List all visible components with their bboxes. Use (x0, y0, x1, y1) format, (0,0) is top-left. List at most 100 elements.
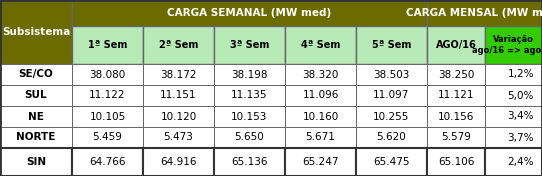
Text: 2ª Sem: 2ª Sem (159, 40, 198, 50)
Text: 5.459: 5.459 (93, 133, 122, 143)
Bar (143, 85, 214, 106)
Bar (0, 106, 72, 127)
Bar (143, 148, 214, 176)
Text: SE/CO: SE/CO (18, 70, 53, 80)
Bar (72, 106, 143, 127)
Text: 38.172: 38.172 (160, 70, 197, 80)
Bar (214, 148, 285, 176)
Text: 65.106: 65.106 (438, 157, 474, 167)
Bar (143, 26, 214, 64)
Bar (427, 85, 485, 106)
Text: 5ª Sem: 5ª Sem (372, 40, 411, 50)
Text: 5.579: 5.579 (441, 133, 471, 143)
Text: 4ª Sem: 4ª Sem (301, 40, 340, 50)
Bar (0, 148, 72, 176)
Text: 38.503: 38.503 (373, 70, 410, 80)
Bar (356, 64, 427, 85)
Bar (214, 85, 285, 106)
Text: 10.156: 10.156 (438, 112, 474, 121)
Bar (72, 64, 143, 85)
Text: 1,2%: 1,2% (507, 70, 534, 80)
Text: 65.475: 65.475 (373, 157, 410, 167)
Bar (0, 85, 72, 106)
Bar (485, 64, 542, 85)
Bar (72, 26, 143, 64)
Bar (143, 64, 214, 85)
Bar (427, 106, 485, 127)
Text: 10.105: 10.105 (89, 112, 126, 121)
Bar (0, 0, 72, 64)
Text: 5.473: 5.473 (164, 133, 193, 143)
Text: 65.247: 65.247 (302, 157, 339, 167)
Bar (427, 148, 485, 176)
Bar (285, 148, 356, 176)
Bar (72, 85, 143, 106)
Text: 5.620: 5.620 (377, 133, 406, 143)
Text: Variação
ago/16 => ago/15: Variação ago/16 => ago/15 (472, 35, 542, 55)
Text: 64.916: 64.916 (160, 157, 197, 167)
Bar (143, 127, 214, 148)
Text: AGO/16: AGO/16 (436, 40, 476, 50)
Text: 11.122: 11.122 (89, 90, 126, 100)
Text: 1ª Sem: 1ª Sem (88, 40, 127, 50)
Bar (485, 26, 542, 64)
Text: 10.153: 10.153 (231, 112, 268, 121)
Bar (143, 106, 214, 127)
Bar (0, 64, 72, 85)
Text: 3ª Sem: 3ª Sem (230, 40, 269, 50)
Bar (72, 0, 427, 26)
Text: 11.135: 11.135 (231, 90, 268, 100)
Text: 11.096: 11.096 (302, 90, 339, 100)
Bar (285, 26, 356, 64)
Bar (285, 106, 356, 127)
Text: 38.250: 38.250 (438, 70, 474, 80)
Text: 5,0%: 5,0% (508, 90, 534, 100)
Bar (427, 0, 542, 26)
Text: 38.198: 38.198 (231, 70, 268, 80)
Text: SIN: SIN (26, 157, 46, 167)
Text: NORTE: NORTE (16, 133, 56, 143)
Text: 10.255: 10.255 (373, 112, 410, 121)
Bar (356, 148, 427, 176)
Text: Subsistema: Subsistema (2, 27, 70, 37)
Bar (214, 64, 285, 85)
Bar (214, 106, 285, 127)
Text: 11.151: 11.151 (160, 90, 197, 100)
Text: SUL: SUL (25, 90, 47, 100)
Text: CARGA MENSAL (MW med): CARGA MENSAL (MW med) (406, 8, 542, 18)
Bar (427, 127, 485, 148)
Text: 2,4%: 2,4% (507, 157, 534, 167)
Text: 38.080: 38.080 (89, 70, 126, 80)
Bar (356, 85, 427, 106)
Bar (285, 127, 356, 148)
Text: 5.650: 5.650 (235, 133, 264, 143)
Bar (214, 127, 285, 148)
Text: 10.120: 10.120 (160, 112, 197, 121)
Bar (485, 148, 542, 176)
Bar (356, 127, 427, 148)
Text: CARGA SEMANAL (MW med): CARGA SEMANAL (MW med) (167, 8, 332, 18)
Text: 65.136: 65.136 (231, 157, 268, 167)
Bar (427, 64, 485, 85)
Bar (214, 26, 285, 64)
Bar (72, 127, 143, 148)
Bar (285, 85, 356, 106)
Bar (485, 85, 542, 106)
Text: 38.320: 38.320 (302, 70, 339, 80)
Bar (72, 148, 143, 176)
Text: 3,4%: 3,4% (507, 112, 534, 121)
Text: 11.097: 11.097 (373, 90, 410, 100)
Bar (285, 64, 356, 85)
Bar (485, 106, 542, 127)
Bar (485, 127, 542, 148)
Text: 64.766: 64.766 (89, 157, 126, 167)
Bar (356, 26, 427, 64)
Text: 3,7%: 3,7% (507, 133, 534, 143)
Bar (356, 106, 427, 127)
Bar (427, 26, 485, 64)
Bar (0, 127, 72, 148)
Text: 11.121: 11.121 (438, 90, 474, 100)
Text: 10.160: 10.160 (302, 112, 339, 121)
Text: 5.671: 5.671 (306, 133, 335, 143)
Text: NE: NE (28, 112, 44, 121)
